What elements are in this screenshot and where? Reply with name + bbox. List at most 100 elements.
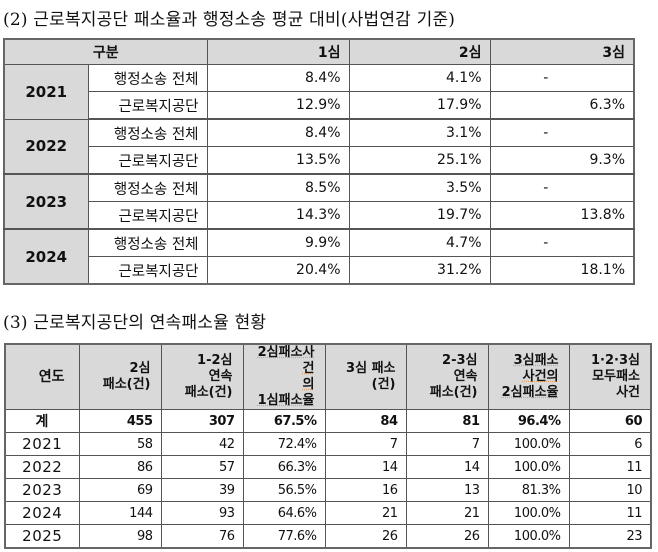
third-instance-value: 6.3%	[489, 91, 635, 120]
table-row: 2024 144 93 64.6% 21 21 100.0% 11	[4, 501, 652, 525]
row-label: 근로복지공단	[87, 91, 208, 120]
table-row: 근로복지공단 13.5% 25.1% 9.3%	[4, 146, 635, 175]
year-cell: 2021	[3, 64, 89, 120]
header-2nd-loss-count: 2심 패소(건)	[78, 343, 162, 410]
row-label: 행정소송 전체	[87, 228, 208, 257]
header-line: 모두패소	[592, 369, 640, 384]
table-row: 근로복지공단 12.9% 17.9% 6.3%	[4, 91, 635, 120]
cell-3rd-loss: 84	[324, 409, 407, 433]
header-line: 2심패소사건	[257, 345, 315, 376]
cell-2nd-loss: 98	[78, 524, 162, 549]
cell-1st-loss-rate: 64.6%	[242, 501, 326, 525]
header-line: 3심 패소	[346, 361, 396, 376]
cell-3rd-loss: 14	[324, 455, 407, 479]
cell-2nd-loss: 144	[78, 501, 162, 525]
cell-1st-loss-rate: 66.3%	[242, 455, 326, 479]
year-cell: 2022	[3, 118, 89, 175]
table-row: 2021 58 42 72.4% 7 7 100.0% 6	[4, 432, 652, 456]
cell-all-three: 6	[568, 432, 652, 456]
second-instance-value: 19.7%	[348, 201, 491, 230]
table-row: 2024 행정소송 전체 9.9% 4.7% -	[3, 228, 635, 285]
table-header-row: 구분 1심 2심 3심	[3, 38, 635, 65]
cell-1st-loss-rate: 72.4%	[242, 432, 326, 456]
third-instance-value: -	[489, 228, 635, 257]
table-row: 2022 86 57 66.3% 14 14 100.0% 11	[4, 455, 652, 479]
first-instance-value: 13.5%	[206, 146, 350, 175]
cell-1st-loss-rate: 77.6%	[242, 524, 326, 549]
cell-2nd-loss: 58	[78, 432, 162, 456]
third-instance-value: 18.1%	[489, 256, 635, 285]
cell-2-3-consecutive: 26	[405, 524, 489, 549]
header-second-instance: 2심	[348, 38, 491, 65]
header-line: (건)	[371, 377, 396, 392]
header-2-3-consecutive-loss: 2-3심 연속 패소(건)	[405, 343, 489, 410]
header-line: 1-2심	[197, 353, 233, 368]
cell-2-3-consecutive: 13	[405, 478, 489, 502]
table-row: 2023 행정소송 전체 8.5% 3.5% -	[3, 173, 635, 230]
header-line: 2심패소율	[501, 385, 559, 400]
cell-3rd-loss: 7	[324, 432, 407, 456]
cell-2nd-loss-rate: 100.0%	[487, 455, 570, 479]
cell-2nd-loss-rate: 81.3%	[487, 478, 570, 502]
header-line: 2-3심	[442, 353, 478, 368]
cell-2-3-consecutive: 7	[405, 432, 489, 456]
row-label: 근로복지공단	[87, 146, 208, 175]
header-first-instance: 1심	[206, 38, 350, 65]
second-instance-value: 4.1%	[348, 64, 491, 92]
cell-1-2-consecutive: 57	[160, 455, 244, 479]
cell-2-3-consecutive: 14	[405, 455, 489, 479]
cell-1-2-consecutive: 93	[160, 501, 244, 525]
year-cell: 2024	[4, 501, 80, 525]
header-category: 구분	[3, 38, 208, 65]
cell-2nd-loss: 69	[78, 478, 162, 502]
header-2nd-loss-rate-of-3rd-loss: 3심패소 사건의 2심패소율	[487, 343, 570, 410]
third-instance-value: 9.3%	[489, 146, 635, 175]
third-instance-value: -	[489, 118, 635, 147]
header-line: 사건	[616, 385, 640, 400]
consecutive-loss-rate-table: 연도 2심 패소(건) 1-2심 연속 패소(건) 2심패소사건 의 1심패소율…	[4, 343, 652, 549]
cell-2nd-loss-rate: 96.4%	[487, 409, 570, 433]
second-instance-value: 3.5%	[348, 173, 491, 202]
total-row: 계 455 307 67.5% 84 81 96.4% 60	[4, 409, 652, 433]
year-cell: 계	[4, 409, 80, 433]
section-2-title: (2) 근로복지공단 패소율과 행정소송 평균 대비(사법연감 기준)	[3, 10, 456, 30]
cell-all-three: 23	[568, 524, 652, 549]
second-instance-value: 25.1%	[348, 146, 491, 175]
row-label: 행정소송 전체	[87, 118, 208, 147]
table-row: 근로복지공단 14.3% 19.7% 13.8%	[4, 201, 635, 230]
row-label: 행정소송 전체	[87, 173, 208, 202]
second-instance-value: 31.2%	[348, 256, 491, 285]
cell-1-2-consecutive: 42	[160, 432, 244, 456]
table-header-row: 연도 2심 패소(건) 1-2심 연속 패소(건) 2심패소사건 의 1심패소율…	[4, 343, 652, 410]
header-line: 사건의	[522, 369, 559, 384]
year-cell: 2021	[4, 432, 80, 456]
row-label: 근로복지공단	[87, 201, 208, 230]
first-instance-value: 12.9%	[206, 91, 350, 120]
section-3-title: (3) 근로복지공단의 연속패소율 현황	[3, 313, 267, 333]
cell-3rd-loss: 16	[324, 478, 407, 502]
header-third-instance: 3심	[489, 38, 635, 65]
loss-rate-comparison-table: 구분 1심 2심 3심 2021 행정소송 전체 8.4% 4.1% - 근로복…	[3, 38, 636, 285]
cell-all-three: 11	[568, 455, 652, 479]
row-label: 근로복지공단	[87, 256, 208, 285]
cell-2nd-loss: 455	[78, 409, 162, 433]
cell-1st-loss-rate: 56.5%	[242, 478, 326, 502]
table-row: 2022 행정소송 전체 8.4% 3.1% -	[3, 118, 635, 175]
table-row: 2021 행정소송 전체 8.4% 4.1% -	[3, 64, 635, 120]
header-line: 1심패소율	[257, 393, 315, 408]
cell-2-3-consecutive: 21	[405, 501, 489, 525]
table-row: 2025 98 76 77.6% 26 26 100.0% 23	[4, 524, 652, 549]
first-instance-value: 8.4%	[206, 118, 350, 147]
cell-1-2-consecutive: 307	[160, 409, 244, 433]
year-cell: 2023	[4, 478, 80, 502]
cell-2nd-loss-rate: 100.0%	[487, 432, 570, 456]
header-line: 패소(건)	[102, 377, 151, 392]
year-cell: 2024	[3, 228, 89, 285]
header-1-2-consecutive-loss: 1-2심 연속 패소(건)	[160, 343, 244, 410]
year-cell: 2025	[4, 524, 80, 549]
third-instance-value: -	[489, 173, 635, 202]
cell-all-three: 11	[568, 501, 652, 525]
header-line: 1·2·3심	[591, 353, 640, 368]
first-instance-value: 20.4%	[206, 256, 350, 285]
cell-1-2-consecutive: 76	[160, 524, 244, 549]
